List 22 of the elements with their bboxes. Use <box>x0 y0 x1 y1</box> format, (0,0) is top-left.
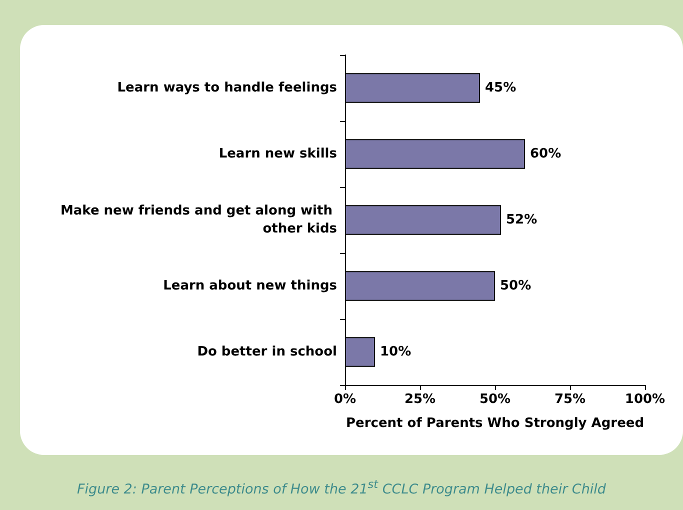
y-tick-label: Learn about new things <box>163 278 338 294</box>
data-label: 52% <box>506 212 538 228</box>
y-tick-label: Make new friends and get along with other kids <box>60 204 338 236</box>
y-tick-label: Do better in school <box>197 344 337 360</box>
y-tick-label: Learn ways to handle feelings <box>117 80 338 96</box>
x-tick-label: 100% <box>624 392 666 407</box>
data-label: 60% <box>530 146 562 162</box>
x-tick-label: 75% <box>554 392 586 407</box>
x-tick-label: 50% <box>479 392 511 407</box>
bar <box>345 73 480 103</box>
data-label: 10% <box>380 344 412 360</box>
data-label: 45% <box>485 80 516 96</box>
data-label: 50% <box>500 278 532 294</box>
bar <box>345 271 495 301</box>
bar <box>345 139 525 169</box>
bar <box>345 205 501 235</box>
x-tick-label: 25% <box>404 392 436 407</box>
bar <box>345 337 375 367</box>
x-tick-label: 0% <box>334 392 356 407</box>
y-tick-label: Learn new skills <box>218 146 338 162</box>
caption: Figure 2: Parent Perceptions of How the 21$^{st}$ CCLC Program Helped their Child <box>76 478 607 498</box>
x-axis-title: Percent of Parents Who Strongly Agreed <box>346 416 644 431</box>
